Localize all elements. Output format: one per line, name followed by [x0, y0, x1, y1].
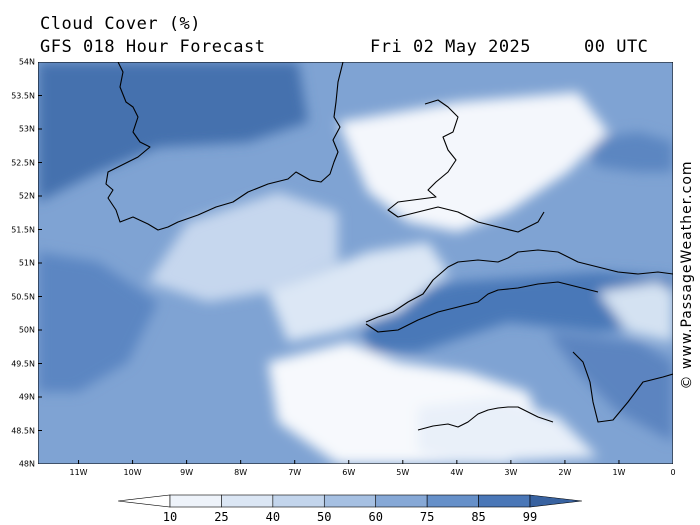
forecast-date: Fri 02 May 2025	[370, 37, 532, 57]
lat-tick-label: 54N	[18, 57, 35, 67]
coastline-ireland	[105, 62, 344, 231]
colorbar-label: 85	[471, 510, 486, 524]
cloud-field-dark-nw	[38, 62, 308, 202]
lon-tick-label: 11W	[69, 468, 88, 477]
cloud-field-dark-ne	[578, 132, 673, 172]
chart-title: Cloud Cover (%)	[40, 14, 202, 34]
colorbar-label: 99	[522, 510, 538, 524]
cloud-field-light-east	[598, 282, 673, 342]
colorbar-label: 40	[265, 510, 281, 524]
lat-tick-label: 53N	[18, 124, 35, 134]
colorbar-segment	[323, 494, 377, 508]
lon-tick-label: 9W	[180, 468, 194, 477]
forecast-label: GFS 018 Hour Forecast	[40, 37, 266, 57]
colorbar-max-arrow	[529, 494, 582, 508]
colorbar-label: 50	[317, 510, 332, 524]
lon-tick-label: 2W	[558, 468, 572, 477]
colorbar-label: 10	[162, 510, 178, 524]
lat-tick-label: 52.5N	[11, 158, 35, 167]
lat-tick-label: 50N	[18, 325, 35, 335]
cloud-field-dark-west	[38, 252, 158, 392]
colorbar-segment	[272, 494, 325, 508]
lon-tick-label: 1W	[612, 468, 626, 477]
lat-tick-label: 52N	[18, 191, 35, 201]
lon-tick-label: 6W	[342, 468, 356, 477]
coastline-south-cornwall	[365, 281, 599, 333]
coastline-normandy	[572, 351, 673, 423]
coastline-cornwall-devon	[365, 249, 673, 323]
forecast-time: 00 UTC	[584, 37, 649, 57]
cloud-field-dark-channel	[358, 272, 673, 352]
colorbar-label: 25	[214, 510, 229, 524]
lat-tick-label: 51.5N	[11, 225, 35, 234]
colorbar-segment	[169, 494, 222, 508]
lon-tick-label: 7W	[288, 468, 302, 477]
cloud-field-light-bretagne	[418, 397, 598, 464]
colorbar-segment	[221, 494, 274, 508]
lon-tick-label: 5W	[396, 468, 410, 477]
lon-tick-label: 8W	[234, 468, 248, 477]
lat-tick-label: 53.5N	[11, 91, 35, 100]
lon-tick-label: 10W	[123, 468, 142, 477]
coastline-wales	[387, 99, 545, 233]
lat-tick-label: 50.5N	[11, 292, 35, 301]
cloud-field-clear-central	[338, 92, 608, 232]
lon-tick-label: 0	[670, 468, 676, 477]
colorbar-min-arrow	[118, 494, 171, 508]
colorbar-label: 75	[419, 510, 435, 524]
colorbar	[118, 494, 582, 508]
lat-tick-label: 51N	[18, 258, 35, 268]
cloud-field-light-mid	[268, 242, 448, 342]
colorbar-label: 60	[368, 510, 383, 524]
colorbar-segment	[426, 494, 479, 508]
cloud-field-light-band	[148, 192, 338, 302]
coastline-brittany	[417, 406, 554, 431]
credit-watermark: © www.PassageWeather.com	[679, 160, 695, 389]
cloud-field-dark-se	[548, 332, 673, 442]
lat-tick-label: 48.5N	[11, 426, 35, 435]
lat-tick-label: 48N	[18, 459, 35, 469]
lat-tick-label: 49N	[18, 392, 35, 402]
lon-tick-label: 3W	[504, 468, 518, 477]
colorbar-segment	[375, 494, 428, 508]
lat-tick-label: 49.5N	[11, 359, 35, 368]
lon-tick-label: 4W	[450, 468, 464, 477]
credit-text: © www.PassageWeather.com	[679, 160, 695, 389]
colorbar-segment	[478, 494, 531, 508]
cloud-cover-map	[38, 62, 673, 464]
